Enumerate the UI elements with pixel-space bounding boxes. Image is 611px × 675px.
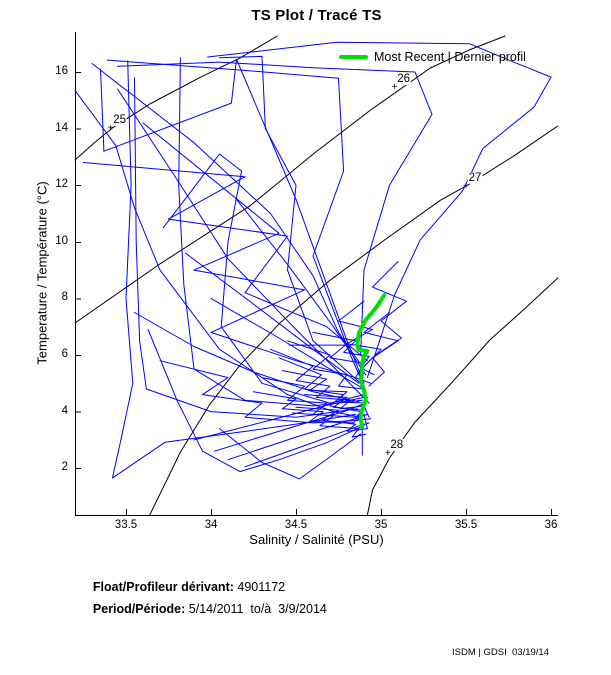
profile-line <box>236 198 367 376</box>
period-label: Period/Période: <box>92 602 186 616</box>
profile-line <box>162 153 365 404</box>
y-tick-label: 10 <box>55 234 68 247</box>
contour-label-anchor: + <box>391 81 398 93</box>
profile-line <box>83 162 368 362</box>
profile-line <box>91 63 365 370</box>
x-tick-label: 34.5 <box>284 519 308 531</box>
y-tick-label: 8 <box>61 291 68 304</box>
contour-label-anchor: + <box>107 122 114 134</box>
contour-label-25: 25 <box>112 113 128 126</box>
credit-text: ISDM | GDSI 03/19/14 <box>452 647 549 658</box>
profile-line <box>207 41 552 379</box>
most-recent-profile-line <box>355 293 387 430</box>
profile-line <box>142 122 356 379</box>
contour-label-anchor: + <box>463 180 469 192</box>
profile-line <box>292 412 367 438</box>
profile-line <box>100 58 365 384</box>
float-id-value: 4901172 <box>233 580 286 594</box>
float-id-label: Float/Profileur dérivant: <box>92 580 234 594</box>
profile-line <box>159 360 362 424</box>
contour-label-28: 28 <box>389 439 405 452</box>
y-tick-label: 14 <box>55 121 68 134</box>
profile-line <box>244 422 370 468</box>
y-tick-label: 6 <box>61 347 68 360</box>
profile-line <box>117 88 370 404</box>
contour-label-26: 26 <box>396 72 412 85</box>
density-contour-line <box>366 277 559 516</box>
profile-line <box>111 60 356 479</box>
profile-line <box>372 261 407 356</box>
profile-line <box>295 406 368 432</box>
profile-line <box>253 391 362 424</box>
period-value: 5/14/2011 to/à 3/9/2014 <box>185 602 327 616</box>
profile-line <box>261 377 365 418</box>
profile-line <box>210 297 365 390</box>
x-tick-label: 35.5 <box>454 519 478 531</box>
profile-line <box>134 312 360 403</box>
profile-line <box>219 55 362 384</box>
profile-line <box>193 396 365 441</box>
y-axis-label: Temperature / Température (°C) <box>34 181 50 365</box>
y-tick-label: 12 <box>55 178 68 191</box>
contour-label-27: 27 <box>467 171 483 184</box>
density-contour-line <box>149 125 559 516</box>
profile-line <box>219 428 362 480</box>
contour-label-anchor: + <box>384 448 391 460</box>
x-tick-label: 33.5 <box>114 519 138 531</box>
y-tick-label: 4 <box>61 404 68 417</box>
x-tick-label: 35 <box>374 519 388 531</box>
profile-line <box>106 59 365 387</box>
profile-line <box>185 252 360 384</box>
legend: Most Recent | Dernier profil <box>339 50 526 64</box>
y-tick-label: 2 <box>61 461 68 474</box>
profile-line <box>147 329 365 473</box>
y-tick-label: 16 <box>55 64 68 77</box>
x-tick-label: 34 <box>204 519 218 531</box>
profile-line <box>288 344 372 384</box>
x-axis-label: Salinity / Salinité (PSU) <box>249 532 384 547</box>
legend-label: Most Recent | Dernier profil <box>374 50 526 64</box>
density-contour-line <box>74 35 278 161</box>
density-contour-line <box>74 35 506 324</box>
period-line: Period/Période: 5/14/2011 to/à 3/9/2014 <box>79 588 327 630</box>
profile-line <box>134 77 358 418</box>
x-tick-label: 36 <box>544 519 558 531</box>
profile-line <box>117 61 433 356</box>
plot-title: TS Plot / Tracé TS <box>251 7 382 24</box>
profile-line <box>74 89 362 418</box>
float-id-line: Float/Profileur dérivant: 4901172 <box>79 566 285 608</box>
profile-line <box>270 348 370 418</box>
most-recent-line-swatch <box>339 55 368 59</box>
profile-line <box>281 370 367 404</box>
